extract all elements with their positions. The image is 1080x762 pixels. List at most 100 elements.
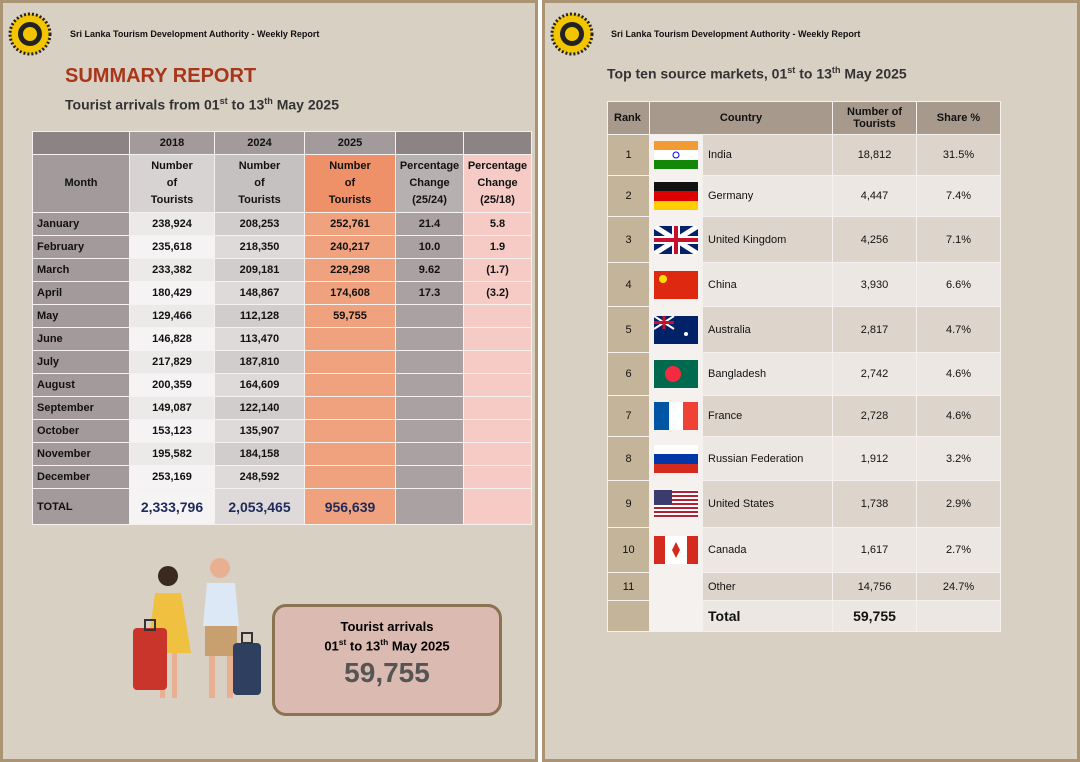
header-line: Change bbox=[477, 177, 518, 189]
share-cell: 3.2% bbox=[916, 436, 1002, 481]
data-cell: 164,609 bbox=[214, 373, 305, 397]
data-cell bbox=[395, 350, 464, 374]
flag-cell bbox=[649, 262, 703, 307]
country-cell: Germany bbox=[701, 175, 834, 217]
share-cell: 31.5% bbox=[916, 134, 1002, 176]
tourists-cell: 2,728 bbox=[832, 395, 918, 437]
flag-cell bbox=[649, 572, 703, 601]
rank-cell: 2 bbox=[607, 175, 650, 217]
rank-cell: 11 bbox=[607, 572, 650, 601]
header-line: (25/24) bbox=[412, 194, 447, 206]
rank-cell: 4 bbox=[607, 262, 650, 307]
data-cell: July bbox=[32, 350, 130, 374]
country-cell: Australia bbox=[701, 306, 834, 353]
total-value: 59,755 bbox=[832, 600, 918, 632]
header-cell: Number of Tourists bbox=[304, 154, 396, 213]
data-row: May 129,466 112,128 59,755 bbox=[32, 304, 532, 328]
flag bbox=[654, 182, 698, 210]
tourists-cell: 1,617 bbox=[832, 527, 918, 573]
data-cell: December bbox=[32, 465, 130, 489]
data-cell: 217,829 bbox=[129, 350, 215, 374]
country-cell: Bangladesh bbox=[701, 352, 834, 396]
tourists-cell: 1,912 bbox=[832, 436, 918, 481]
total-label: Total bbox=[701, 600, 834, 632]
header-line: Tourists bbox=[238, 194, 281, 206]
header-cell bbox=[395, 131, 464, 155]
header-line: Percentage bbox=[467, 160, 528, 172]
flag-cell bbox=[649, 436, 703, 481]
header-line: of bbox=[166, 177, 178, 189]
data-row: February 235,618 218,350 240,217 10.0 1.9 bbox=[32, 235, 532, 259]
data-row: August 200,359 164,609 bbox=[32, 373, 532, 397]
header-line: Number of bbox=[847, 106, 903, 118]
data-cell: 146,828 bbox=[129, 327, 215, 351]
data-cell: 112,128 bbox=[214, 304, 305, 328]
data-cell: 1.9 bbox=[463, 235, 532, 259]
flag bbox=[653, 314, 698, 344]
country-cell: United Kingdom bbox=[701, 216, 834, 263]
data-cell: 184,158 bbox=[214, 442, 305, 466]
flag-cell bbox=[649, 395, 703, 437]
data-cell bbox=[304, 419, 396, 443]
data-cell bbox=[463, 373, 532, 397]
flag-cell bbox=[649, 600, 703, 632]
text-part: st bbox=[338, 637, 347, 647]
data-cell: May bbox=[32, 304, 130, 328]
data-cell: March bbox=[32, 258, 130, 282]
rank-cell: 1 bbox=[607, 134, 650, 176]
text-part: 01 bbox=[324, 638, 339, 654]
header-line: of bbox=[254, 177, 265, 189]
text-part: May 2025 bbox=[272, 96, 340, 113]
header-cell: 2018 bbox=[129, 131, 215, 155]
data-cell bbox=[304, 373, 396, 397]
header-cell bbox=[32, 131, 130, 155]
rank-cell bbox=[607, 600, 650, 632]
header-line: of bbox=[344, 177, 356, 189]
data-cell bbox=[395, 465, 464, 489]
rank-cell: 6 bbox=[607, 352, 650, 396]
data-cell: June bbox=[32, 327, 130, 351]
flag-cell bbox=[649, 352, 703, 396]
data-row: December 253,169 248,592 bbox=[32, 465, 532, 489]
data-row: March 233,382 209,181 229,298 9.62 (1.7) bbox=[32, 258, 532, 282]
data-row: October 153,123 135,907 bbox=[32, 419, 532, 443]
data-cell bbox=[304, 396, 396, 420]
header-row: Rank Country Number of Tourists Share % bbox=[607, 101, 1002, 135]
total-cell: 2,053,465 bbox=[214, 488, 305, 525]
data-cell: 240,217 bbox=[304, 235, 396, 259]
data-cell bbox=[463, 327, 532, 351]
country-cell: India bbox=[701, 134, 834, 176]
flag-cell bbox=[649, 216, 703, 263]
flag bbox=[652, 223, 700, 256]
text-part: to 13 bbox=[227, 96, 265, 113]
text-part: to 13 bbox=[346, 638, 381, 654]
tourists-cell: 2,817 bbox=[832, 306, 918, 353]
flag-cell bbox=[649, 480, 703, 528]
tourists-cell: 18,812 bbox=[832, 134, 918, 176]
data-row: 5 Australia 2,817 4.7% bbox=[607, 306, 1002, 353]
header-line: (25/18) bbox=[480, 194, 515, 206]
share-cell: 7.1% bbox=[916, 216, 1002, 263]
total-row: TOTAL 2,333,796 2,053,465 956,639 bbox=[32, 488, 532, 525]
header-line: Change bbox=[409, 177, 450, 189]
data-cell bbox=[395, 373, 464, 397]
total-cell bbox=[395, 488, 464, 525]
data-cell: 187,810 bbox=[214, 350, 305, 374]
text-part: th bbox=[264, 96, 273, 106]
rank-cell: 3 bbox=[607, 216, 650, 263]
header-line: Tourists bbox=[150, 194, 194, 206]
header-line: Number bbox=[151, 160, 193, 172]
data-cell: 180,429 bbox=[129, 281, 215, 305]
share-cell bbox=[916, 600, 1002, 632]
data-cell: 252,761 bbox=[304, 212, 396, 236]
tourists-cell: 14,756 bbox=[832, 572, 918, 601]
total-cell: TOTAL bbox=[32, 488, 130, 525]
data-cell: September bbox=[32, 396, 130, 420]
logo bbox=[8, 12, 52, 56]
text-part: Top ten source markets, 01 bbox=[607, 65, 788, 82]
data-cell: 135,907 bbox=[214, 419, 305, 443]
flag bbox=[654, 402, 698, 430]
page-header: Sri Lanka Tourism Development Authority … bbox=[70, 29, 320, 39]
data-cell bbox=[304, 327, 396, 351]
country-cell: Canada bbox=[701, 527, 834, 573]
